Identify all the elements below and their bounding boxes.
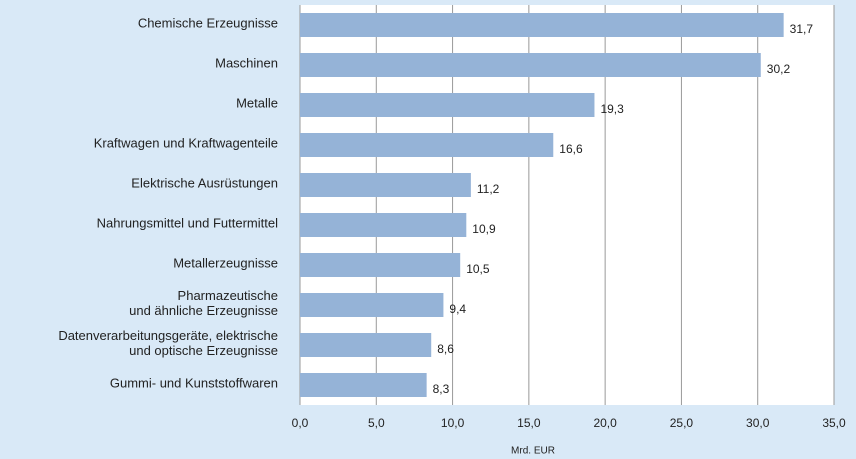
x-tick-label: 0,0 (292, 416, 309, 430)
x-tick-label: 25,0 (670, 416, 694, 430)
data-label: 10,5 (466, 262, 490, 276)
y-tick-label: Metallerzeugnisse (173, 255, 278, 271)
bar (300, 213, 467, 237)
x-tick-label: 35,0 (822, 416, 846, 430)
data-label: 16,6 (559, 142, 583, 156)
data-label: 30,2 (767, 62, 791, 76)
data-label: 9,4 (449, 302, 466, 316)
x-tick-label: 5,0 (368, 416, 385, 430)
y-tick-label: Datenverarbeitungsgeräte, elektrische un… (58, 328, 278, 358)
x-tick-label: 20,0 (593, 416, 617, 430)
y-tick-label: Metalle (236, 95, 278, 111)
bar (300, 13, 784, 37)
bar (300, 133, 554, 157)
y-tick-label: Kraftwagen und Kraftwagenteile (93, 135, 278, 151)
bar (300, 253, 461, 277)
data-label: 11,2 (477, 182, 500, 196)
data-label: 10,9 (472, 222, 496, 236)
y-tick-label: Pharmazeutische und ähnliche Erzeugnisse (129, 288, 278, 318)
x-tick-label: 30,0 (746, 416, 770, 430)
y-tick-label: Elektrische Ausrüstungen (131, 175, 278, 191)
bar (300, 173, 471, 197)
bar (300, 293, 444, 317)
y-tick-label: Gummi- und Kunststoffwaren (109, 375, 278, 391)
x-tick-label: 10,0 (441, 416, 465, 430)
data-label: 19,3 (600, 102, 624, 116)
x-tick-label: 15,0 (517, 416, 541, 430)
data-label: 31,7 (790, 22, 814, 36)
bar (300, 53, 761, 77)
y-tick-label: Chemische Erzeugnisse (137, 15, 278, 31)
bar (300, 333, 432, 357)
bar (300, 373, 427, 397)
bar (300, 93, 595, 117)
y-tick-label: Maschinen (215, 55, 278, 71)
y-tick-label: Nahrungsmittel und Futtermittel (96, 215, 278, 231)
data-label: 8,6 (437, 342, 454, 356)
x-axis-label: Mrd. EUR (511, 446, 555, 457)
data-label: 8,3 (433, 382, 450, 396)
